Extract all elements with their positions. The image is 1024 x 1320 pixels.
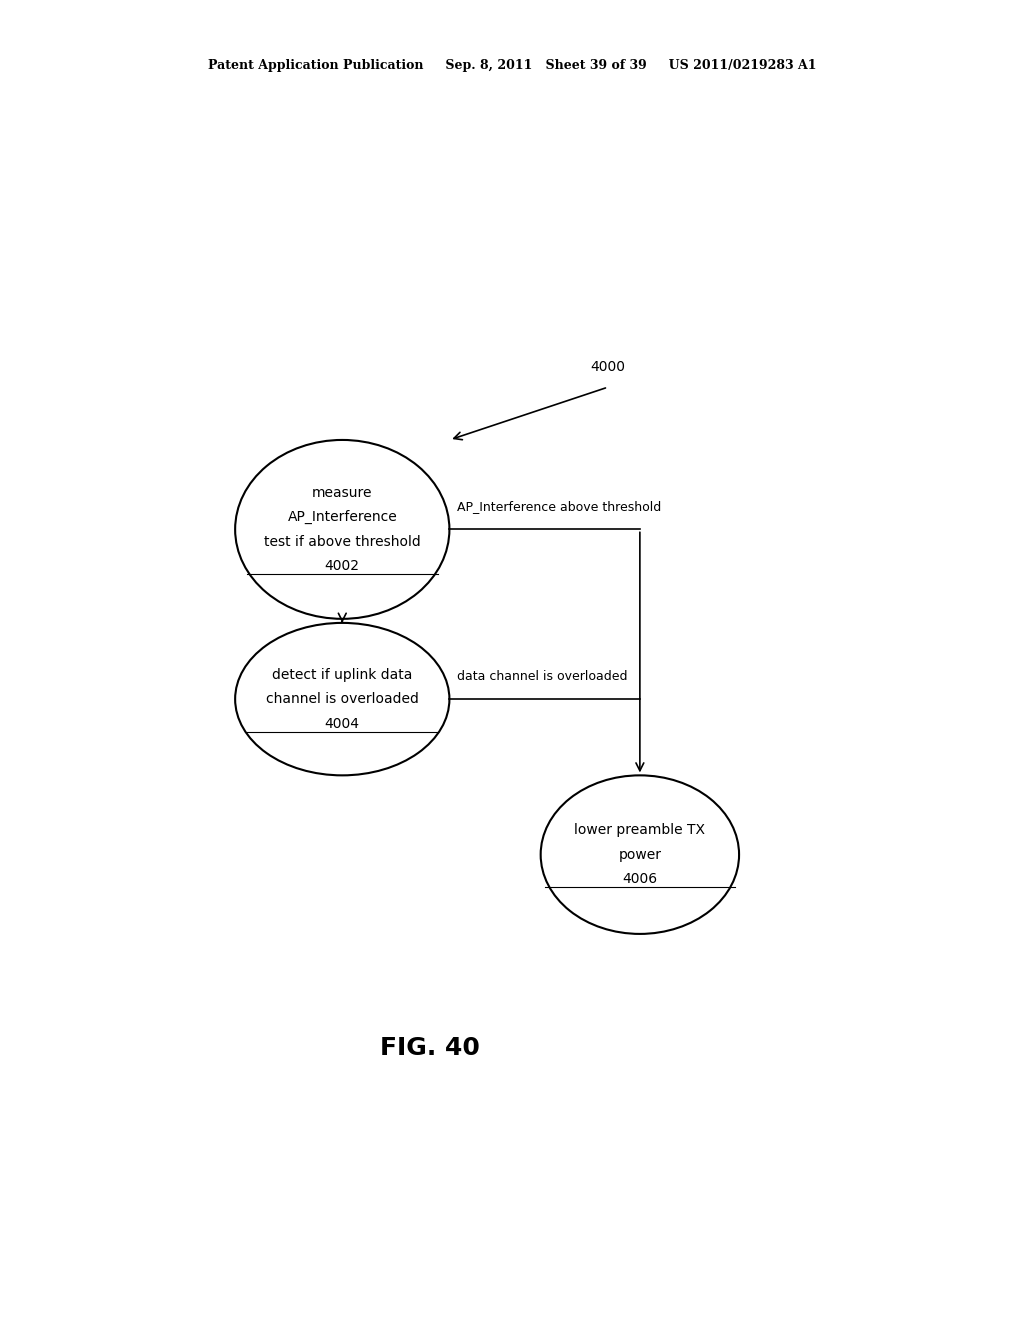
Text: lower preamble TX: lower preamble TX <box>574 824 706 837</box>
Text: FIG. 40: FIG. 40 <box>380 1036 479 1060</box>
Text: test if above threshold: test if above threshold <box>264 535 421 549</box>
Text: 4000: 4000 <box>591 360 626 374</box>
Text: measure: measure <box>312 486 373 500</box>
Text: data channel is overloaded: data channel is overloaded <box>458 671 628 684</box>
Text: Patent Application Publication     Sep. 8, 2011   Sheet 39 of 39     US 2011/021: Patent Application Publication Sep. 8, 2… <box>208 59 816 73</box>
Text: AP_Interference above threshold: AP_Interference above threshold <box>458 500 662 513</box>
Text: channel is overloaded: channel is overloaded <box>266 692 419 706</box>
Text: 4006: 4006 <box>623 873 657 886</box>
Text: detect if uplink data: detect if uplink data <box>272 668 413 681</box>
Text: 4002: 4002 <box>325 558 359 573</box>
Text: 4004: 4004 <box>325 717 359 730</box>
Text: power: power <box>618 847 662 862</box>
Text: AP_Interference: AP_Interference <box>288 510 397 524</box>
